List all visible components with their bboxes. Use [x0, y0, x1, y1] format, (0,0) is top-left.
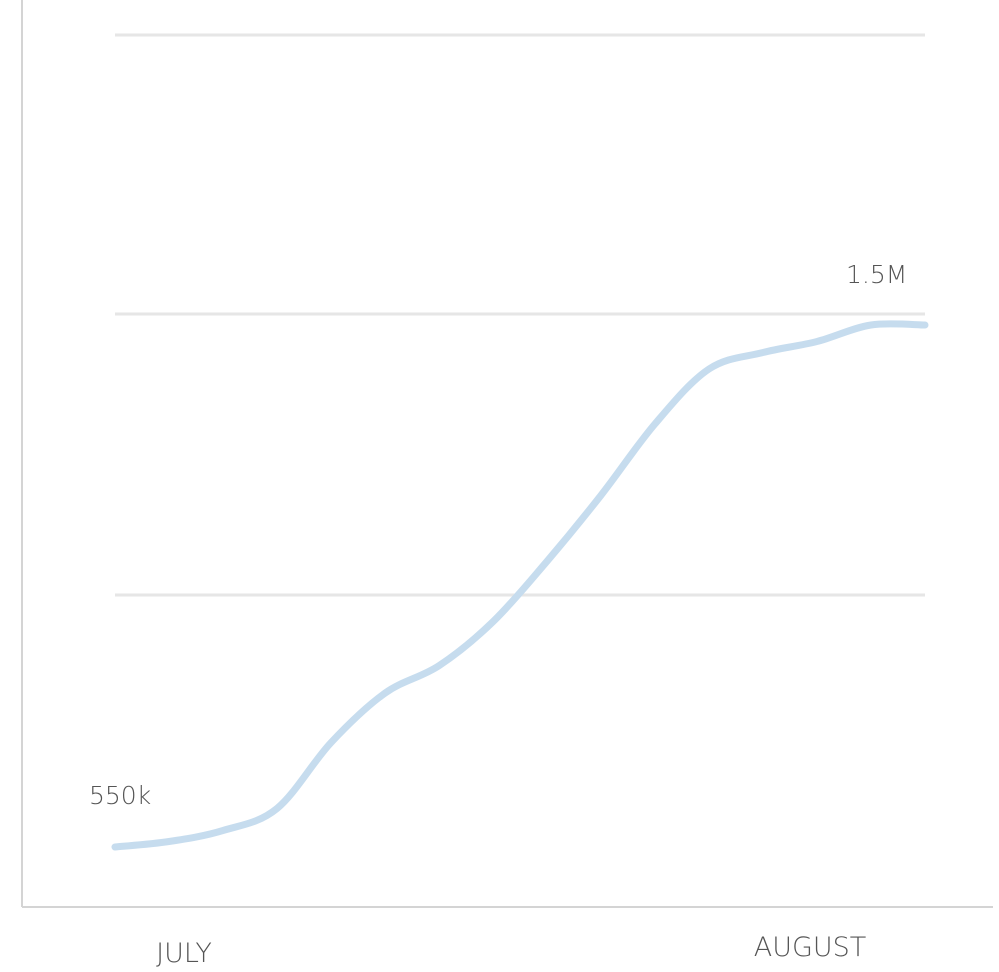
x-tick-label-july: JULY [156, 938, 212, 967]
gridlines [115, 33, 925, 597]
series-layer [111, 320, 929, 851]
labels: JULY AUGUST 550k 1.5M [89, 260, 907, 969]
series-line [111, 320, 929, 851]
x-tick-label-august: AUGUST [754, 932, 867, 963]
data-label-end: 1.5M [846, 260, 907, 289]
data-label-start: 550k [89, 781, 151, 810]
axes [21, 0, 993, 908]
